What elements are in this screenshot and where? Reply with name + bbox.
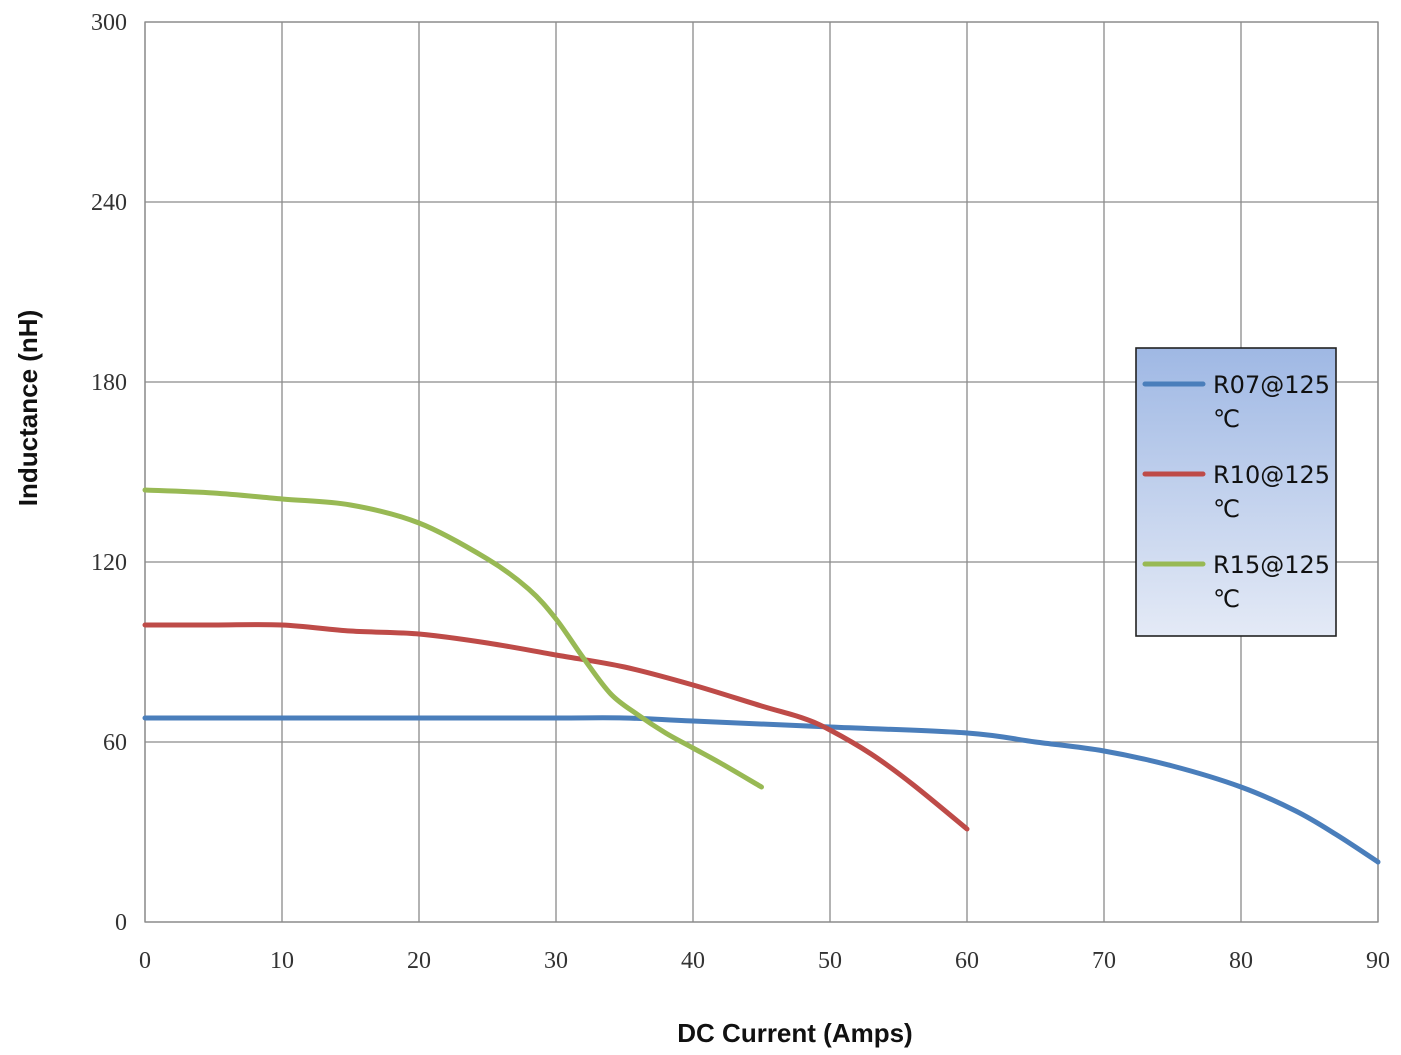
y-tick-labels: 0 60 120 180 240 300 xyxy=(91,10,127,936)
y-axis-title: Inductance (nH) xyxy=(13,310,43,506)
series-line-3 xyxy=(142,487,764,790)
series-line-1 xyxy=(142,715,1381,865)
legend-label: R10@125 xyxy=(1213,461,1330,489)
legend-label: R15@125 xyxy=(1213,551,1330,579)
series-line-2 xyxy=(142,622,970,832)
legend: R07@125 ℃ R10@125 ℃ R15@125 ℃ xyxy=(1135,347,1337,637)
x-axis-title: DC Current (Amps) xyxy=(677,1018,912,1048)
y-tick-label: 180 xyxy=(91,370,127,396)
x-tick-label: 50 xyxy=(818,948,842,974)
plot-area xyxy=(144,21,1379,923)
y-tick-label: 120 xyxy=(91,550,127,576)
x-tick-label: 70 xyxy=(1092,948,1116,974)
legend-label: R07@125 xyxy=(1213,371,1330,399)
y-tick-label: 240 xyxy=(91,190,127,216)
x-tick-label: 30 xyxy=(544,948,568,974)
x-tick-label: 40 xyxy=(681,948,705,974)
y-tick-label: 60 xyxy=(103,730,127,756)
x-tick-label: 0 xyxy=(139,948,151,974)
x-tick-labels: 0 10 20 30 40 50 60 70 80 90 xyxy=(139,948,1390,974)
y-tick-label: 0 xyxy=(115,910,127,936)
x-tick-label: 10 xyxy=(270,948,294,974)
legend-label: ℃ xyxy=(1213,585,1240,613)
y-tick-label: 300 xyxy=(91,10,127,36)
legend-label: ℃ xyxy=(1213,495,1240,523)
x-tick-label: 60 xyxy=(955,948,979,974)
legend-box xyxy=(1135,347,1337,637)
x-tick-label: 80 xyxy=(1229,948,1253,974)
x-tick-label: 90 xyxy=(1366,948,1390,974)
legend-label: ℃ xyxy=(1213,405,1240,433)
series-lines xyxy=(142,487,1381,865)
x-tick-label: 20 xyxy=(407,948,431,974)
